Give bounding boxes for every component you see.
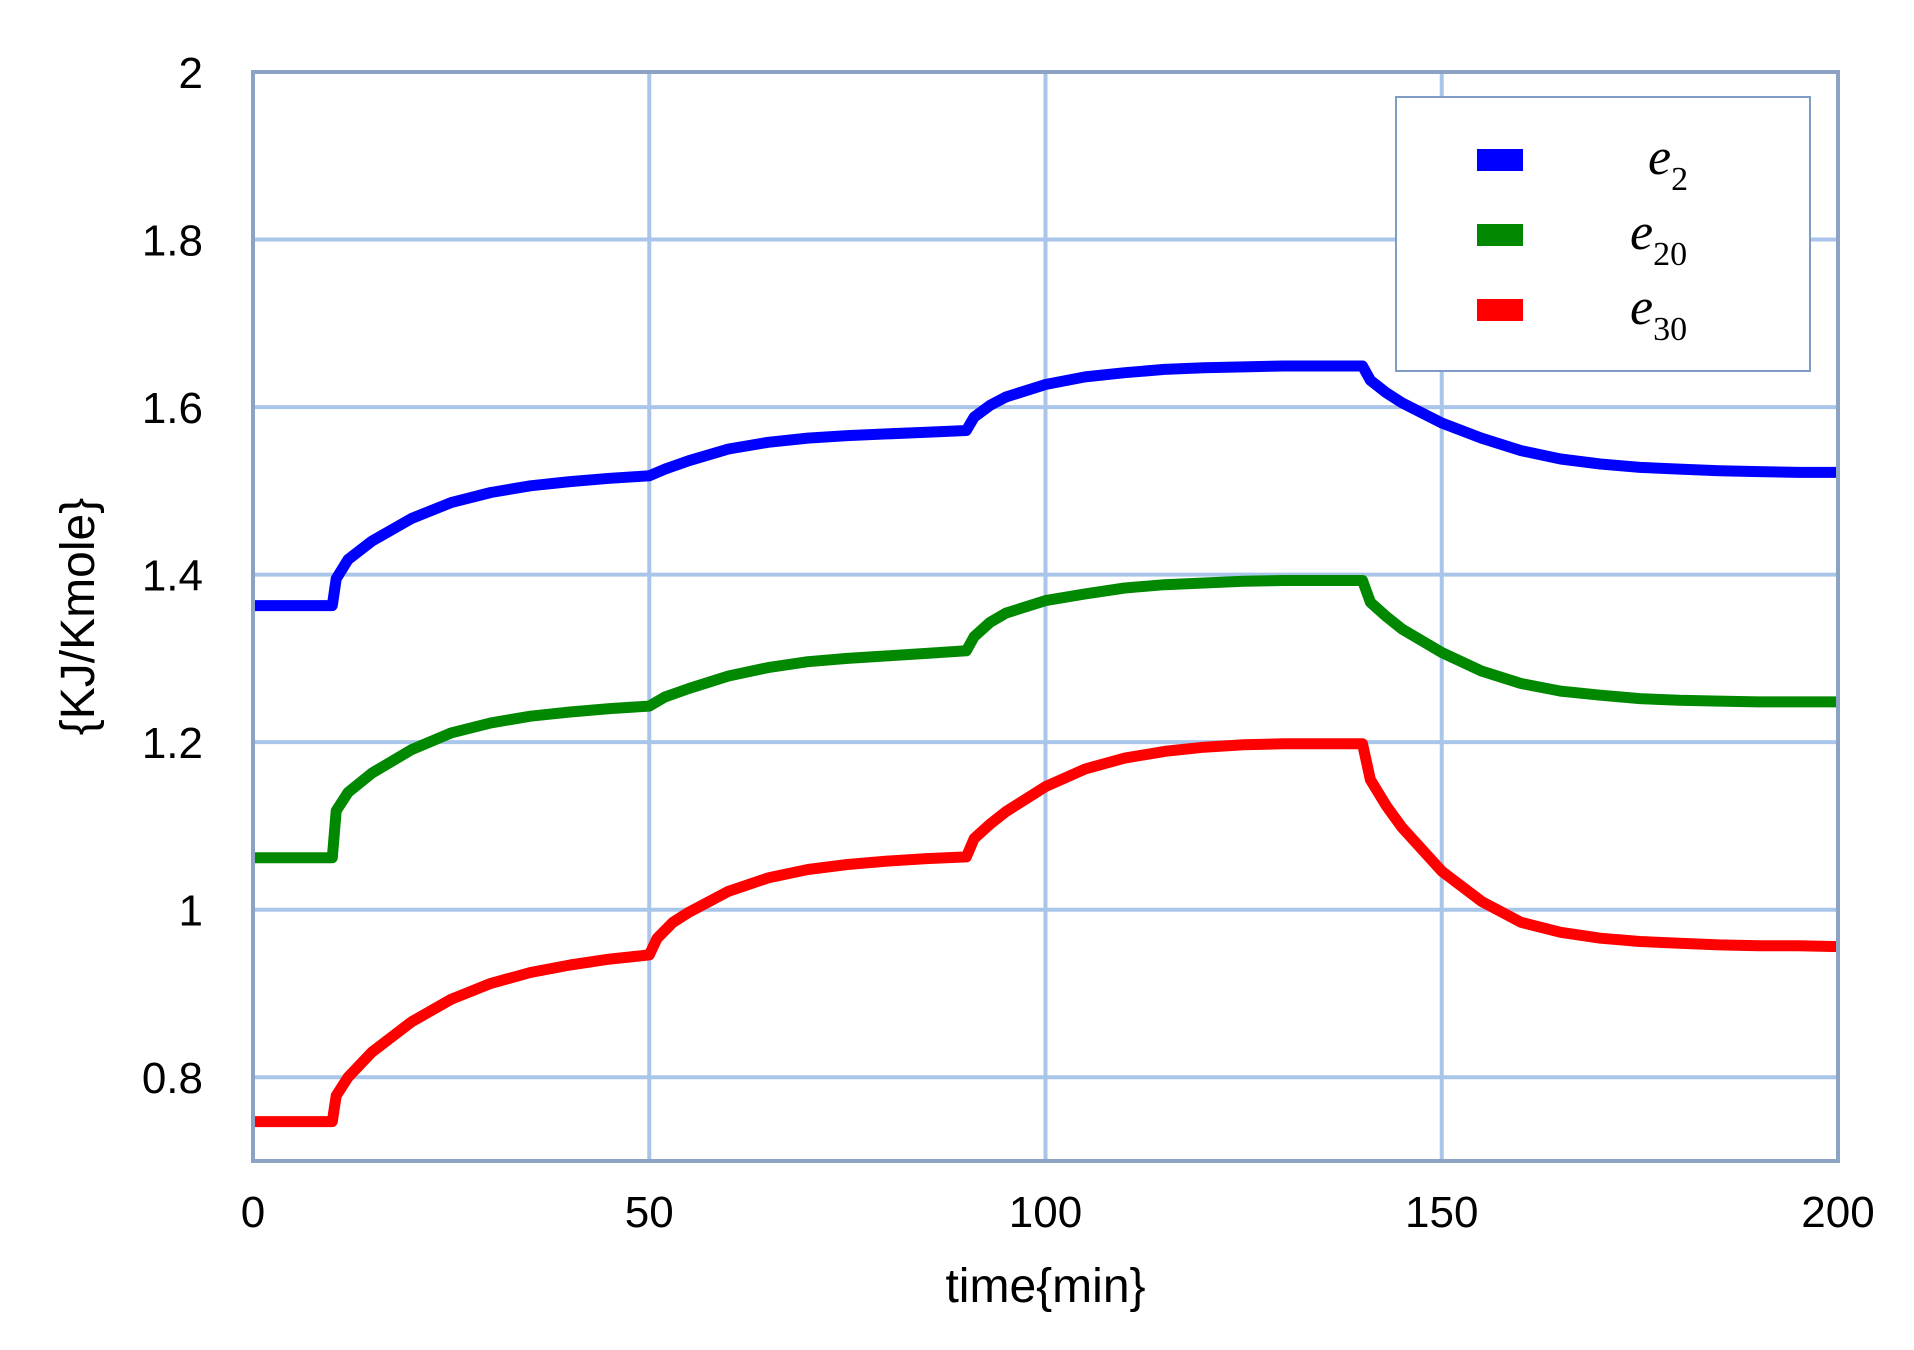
y-tick-label: 1.6 xyxy=(142,384,203,433)
series-line-e2 xyxy=(253,360,1838,612)
legend-box xyxy=(1395,96,1811,372)
x-tick-label: 150 xyxy=(1405,1188,1478,1237)
y-tick-label: 1.4 xyxy=(142,552,203,601)
x-tick-label: 0 xyxy=(241,1188,265,1237)
legend-swatch-e2 xyxy=(1477,149,1523,171)
series-line-e20 xyxy=(253,575,1838,864)
y-tick-label: 1 xyxy=(179,887,203,936)
x-axis-label: time{min} xyxy=(945,1260,1145,1313)
y-axis-label: {KJ/Kmole} xyxy=(52,498,105,735)
x-tick-label: 200 xyxy=(1801,1188,1874,1237)
series-line-e30 xyxy=(253,738,1839,1128)
plot-frame xyxy=(251,70,1840,1163)
x-tick-label: 50 xyxy=(625,1188,674,1237)
x-tick-label: 100 xyxy=(1009,1188,1082,1237)
y-tick-label: 1.8 xyxy=(142,217,203,266)
legend-swatch-e30 xyxy=(1477,299,1523,321)
y-tick-label: 1.2 xyxy=(142,719,203,768)
y-tick-label: 2 xyxy=(179,49,203,98)
y-tick-label: 0.8 xyxy=(142,1054,203,1103)
legend-swatch-e20 xyxy=(1477,224,1523,246)
